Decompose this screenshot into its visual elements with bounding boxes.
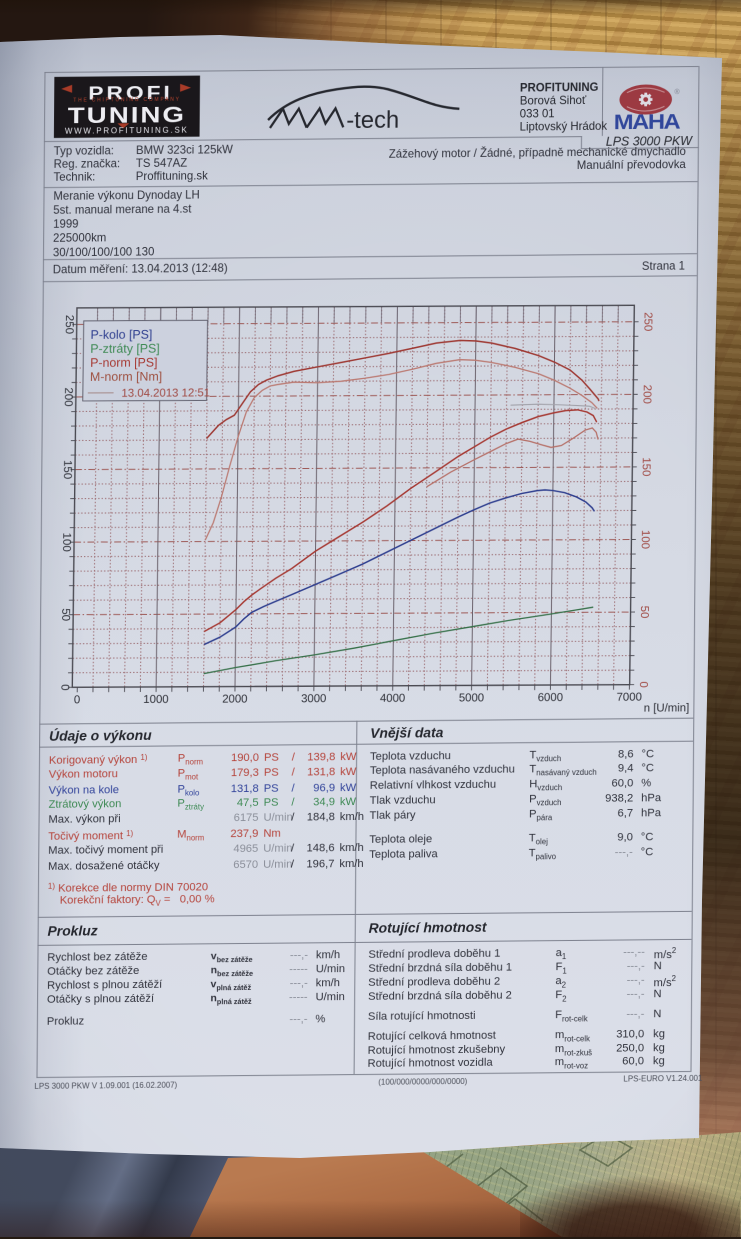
svg-text:M-norm [Nm]: M-norm [Nm]	[90, 370, 162, 384]
svg-text:0: 0	[637, 681, 649, 687]
svg-text:100: 100	[639, 530, 651, 549]
svg-text:5000: 5000	[459, 692, 484, 704]
svg-text:150: 150	[61, 460, 73, 479]
svg-text:250: 250	[641, 312, 653, 331]
svg-text:n [U/min]: n [U/min]	[644, 702, 690, 714]
svg-text:50: 50	[638, 606, 650, 619]
svg-text:0: 0	[74, 694, 80, 706]
svg-text:150: 150	[640, 457, 652, 476]
svg-text:200: 200	[62, 387, 74, 406]
svg-text:6000: 6000	[538, 692, 563, 704]
svg-text:®: ®	[674, 88, 680, 96]
svg-text:7000: 7000	[616, 692, 641, 704]
svg-text:50: 50	[59, 608, 71, 621]
svg-text:P-norm [PS]: P-norm [PS]	[90, 356, 158, 370]
svg-text:100: 100	[60, 533, 72, 552]
svg-text:P-ztráty [PS]: P-ztráty [PS]	[90, 342, 160, 356]
svg-text:200: 200	[641, 385, 653, 404]
svg-text:-tech: -tech	[346, 107, 399, 135]
svg-text:13.04.2013 12:51: 13.04.2013 12:51	[121, 387, 210, 399]
svg-text:250: 250	[63, 315, 75, 334]
svg-text:0: 0	[58, 684, 70, 690]
svg-text:P-kolo [PS]: P-kolo [PS]	[90, 328, 152, 342]
svg-text:4000: 4000	[380, 693, 405, 705]
svg-text:2000: 2000	[222, 693, 247, 705]
svg-text:1000: 1000	[143, 694, 168, 706]
svg-text:3000: 3000	[301, 693, 326, 705]
svg-text:MAHA: MAHA	[614, 110, 681, 134]
